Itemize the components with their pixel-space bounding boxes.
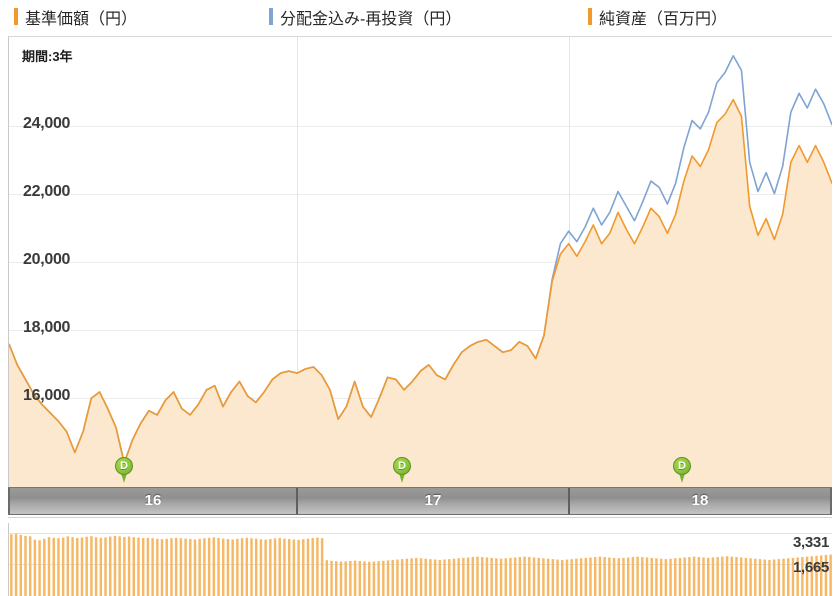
legend-item-reinvest[interactable]: 分配金込み-再投資（円） xyxy=(269,0,461,33)
pin-tip-icon xyxy=(120,470,128,483)
yaxis-tick-16000: 16,000 xyxy=(23,387,71,404)
legend-label-nav: 基準価額（円） xyxy=(25,10,138,28)
net-assets-bars-svg xyxy=(10,533,832,596)
yaxis-tick-24000: 24,000 xyxy=(23,115,71,132)
legend-swatch-orange-icon xyxy=(14,8,18,25)
pin-body-icon xyxy=(115,457,133,475)
pin-letter: D xyxy=(678,460,686,472)
xaxis-segment-18[interactable]: 18 xyxy=(691,492,709,509)
price-series-svg xyxy=(9,54,832,487)
legend-label-reinvest: 分配金込み-再投資（円） xyxy=(280,10,462,28)
year-divider xyxy=(297,37,298,487)
gridline xyxy=(9,194,832,195)
legend-swatch-orange-icon xyxy=(588,8,592,25)
legend-item-nav[interactable]: 基準価額（円） xyxy=(14,0,137,33)
legend-swatch-blue-icon xyxy=(269,8,273,25)
volume-label-mid: 1,665 xyxy=(792,559,829,576)
price-plot-inner: 期間:3年 24,000 22,000 20,000 18,000 16,000… xyxy=(9,37,832,487)
gridline xyxy=(9,262,832,263)
volume-label-max: 3,331 xyxy=(792,534,829,551)
period-label: 期間:3年 xyxy=(22,49,73,64)
band-edge xyxy=(8,488,10,514)
price-plot[interactable]: 期間:3年 24,000 22,000 20,000 18,000 16,000… xyxy=(8,36,832,487)
gridline xyxy=(9,126,832,127)
xaxis-segment-divider xyxy=(296,488,298,514)
pin-tip-icon xyxy=(398,470,406,483)
xaxis-year-band[interactable]: 16 17 18 xyxy=(8,487,832,515)
pin-body-icon xyxy=(673,457,691,475)
chart-legend: 基準価額（円） 分配金込み-再投資（円） 純資産（百万円） xyxy=(0,0,840,33)
dividend-marker[interactable]: D xyxy=(115,457,133,483)
yaxis-tick-20000: 20,000 xyxy=(23,251,71,268)
pin-tip-icon xyxy=(678,470,686,483)
net-assets-panel[interactable]: 3,331 1,665 xyxy=(8,523,832,596)
pin-letter: D xyxy=(120,460,128,472)
legend-label-netassets: 純資産（百万円） xyxy=(599,10,728,28)
volume-gridline-top xyxy=(9,533,832,534)
pin-letter: D xyxy=(398,460,406,472)
dividend-marker[interactable]: D xyxy=(393,457,411,483)
legend-item-netassets[interactable]: 純資産（百万円） xyxy=(588,0,727,33)
band-edge xyxy=(830,488,832,514)
xaxis-segment-17[interactable]: 17 xyxy=(424,492,442,509)
dividend-marker[interactable]: D xyxy=(673,457,691,483)
yaxis-tick-22000: 22,000 xyxy=(23,183,71,200)
pin-body-icon xyxy=(393,457,411,475)
xaxis-segment-16[interactable]: 16 xyxy=(144,492,162,509)
xaxis-segment-divider xyxy=(568,488,570,514)
gridline xyxy=(9,330,832,331)
volume-panel-separator xyxy=(8,517,832,518)
yaxis-tick-18000: 18,000 xyxy=(23,319,71,336)
